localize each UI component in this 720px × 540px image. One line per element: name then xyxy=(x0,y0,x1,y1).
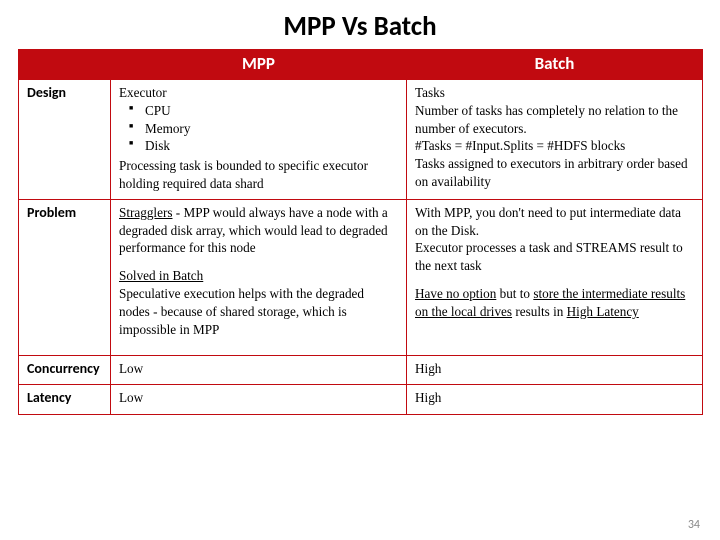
slide-title: MPP Vs Batch xyxy=(18,10,702,43)
header-blank xyxy=(19,50,111,80)
cell-problem-batch: With MPP, you don't need to put intermed… xyxy=(407,199,703,355)
cell-concurrency-mpp: Low xyxy=(111,355,407,385)
header-mpp: MPP xyxy=(111,50,407,80)
paragraph: Have no option but to store the intermed… xyxy=(415,285,694,321)
paragraph: Stragglers - MPP would always have a nod… xyxy=(119,204,398,257)
comparison-table: MPP Batch Design Executor CPU Memory Dis… xyxy=(18,49,703,415)
text: Executor processes a task and STREAMS re… xyxy=(415,239,694,275)
text: Number of tasks has completely no relati… xyxy=(415,102,694,138)
underline-text: Have no option xyxy=(415,286,496,301)
bullet-item: Memory xyxy=(145,120,398,138)
slide: MPP Vs Batch MPP Batch Design Executor C… xyxy=(0,0,720,540)
bullet-list: CPU Memory Disk xyxy=(119,102,398,155)
text: With MPP, you don't need to put intermed… xyxy=(415,204,694,240)
header-batch: Batch xyxy=(407,50,703,80)
paragraph: Solved in Batch Speculative execution he… xyxy=(119,267,398,338)
row-concurrency: Concurrency Low High xyxy=(19,355,703,385)
text: Speculative execution helps with the deg… xyxy=(119,285,398,338)
row-label: Concurrency xyxy=(19,355,111,385)
table-header-row: MPP Batch xyxy=(19,50,703,80)
row-label: Problem xyxy=(19,199,111,355)
cell-problem-mpp: Stragglers - MPP would always have a nod… xyxy=(111,199,407,355)
row-problem: Problem Stragglers - MPP would always ha… xyxy=(19,199,703,355)
bullet-item: Disk xyxy=(145,137,398,155)
paragraph: With MPP, you don't need to put intermed… xyxy=(415,204,694,275)
row-label: Design xyxy=(19,79,111,199)
text: Processing task is bounded to specific e… xyxy=(119,157,398,193)
cell-latency-mpp: Low xyxy=(111,385,407,415)
text: Tasks assigned to executors in arbitrary… xyxy=(415,155,694,191)
page-number: 34 xyxy=(688,518,700,532)
underline-text: High Latency xyxy=(567,304,639,319)
bullet-item: CPU xyxy=(145,102,398,120)
cell-design-batch: Tasks Number of tasks has completely no … xyxy=(407,79,703,199)
cell-design-mpp: Executor CPU Memory Disk Processing task… xyxy=(111,79,407,199)
text: Executor xyxy=(119,84,398,102)
text: but to xyxy=(496,286,533,301)
cell-concurrency-batch: High xyxy=(407,355,703,385)
text: #Tasks = #Input.Splits = #HDFS blocks xyxy=(415,137,694,155)
cell-latency-batch: High xyxy=(407,385,703,415)
text: results in xyxy=(512,304,567,319)
text: Tasks xyxy=(415,84,694,102)
row-label: Latency xyxy=(19,385,111,415)
underline-text: Stragglers xyxy=(119,205,172,220)
underline-text: Solved in Batch xyxy=(119,267,398,285)
row-design: Design Executor CPU Memory Disk Processi… xyxy=(19,79,703,199)
row-latency: Latency Low High xyxy=(19,385,703,415)
